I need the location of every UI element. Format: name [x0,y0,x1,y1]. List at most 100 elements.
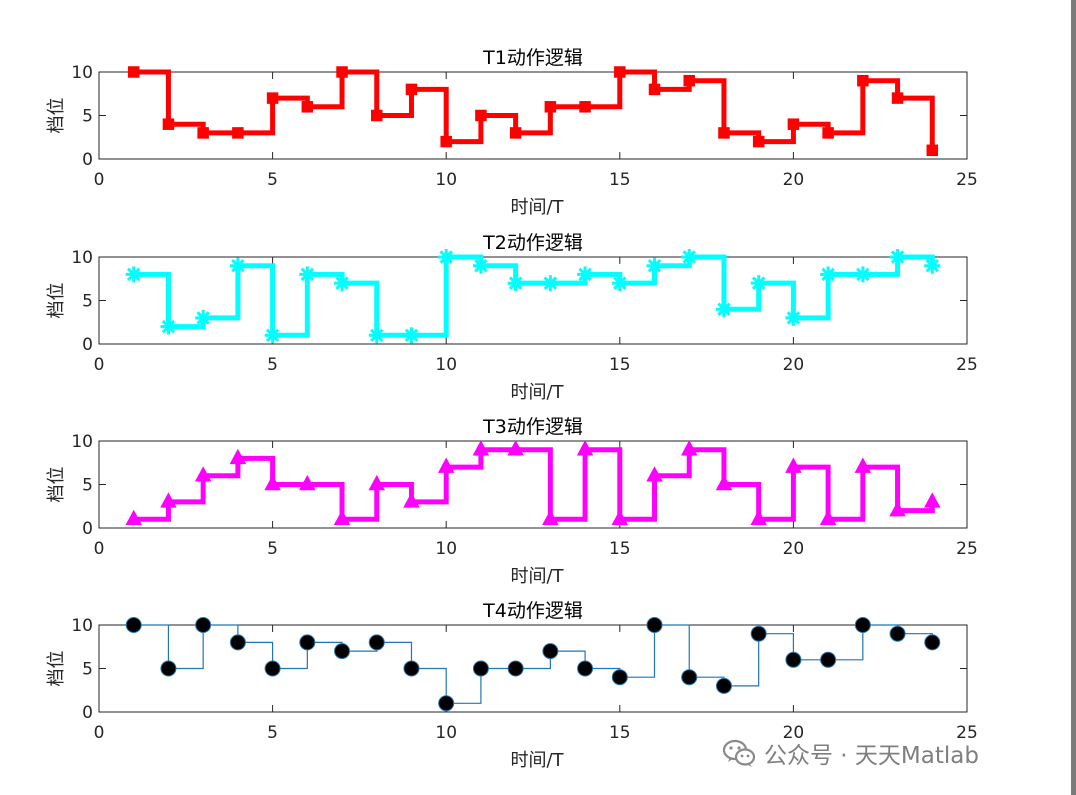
x-tick-label: 10 [435,355,457,375]
data-point [820,651,837,668]
data-point-stroke [370,328,384,343]
data-point [715,474,733,491]
data-point-stroke [404,328,419,343]
data-point-stroke [821,267,835,282]
data-point [681,249,698,265]
data-point [368,634,385,651]
data-point [301,101,314,113]
data-point [197,127,209,139]
data-point [403,660,420,677]
data-point [680,440,698,456]
data-point [820,266,837,283]
data-point [646,257,663,274]
plot-area [98,440,968,529]
data-point [891,92,904,104]
chart-title: T4动作逻辑 [482,600,583,622]
x-axis-label: 时间/T [510,197,564,218]
data-point [299,474,316,491]
data-point [229,448,247,465]
window-edge [1071,0,1076,795]
data-point [854,266,871,283]
data-point [924,634,941,651]
x-tick-label: 10 [435,539,457,559]
x-tick-label: 20 [783,539,805,559]
data-point [194,466,212,482]
data-point [646,617,663,633]
data-point [507,440,524,456]
data-point [195,309,212,326]
y-tick-label: 10 [71,616,93,636]
data-point [437,457,455,473]
x-tick-label: 10 [435,170,457,190]
x-tick-label: 5 [267,170,278,190]
data-point [542,275,559,292]
y-tick-label: 5 [82,660,93,680]
data-point [542,509,559,526]
data-point [889,249,906,265]
data-point [926,144,939,157]
data-point [507,275,524,292]
data-point-stroke [717,302,731,316]
data-point [333,509,351,526]
data-point [819,509,837,526]
data-point [232,127,244,139]
data-point [544,101,557,113]
y-axis-label: 档位 [46,283,67,319]
x-tick-label: 0 [94,170,105,190]
data-point [334,275,351,292]
y-tick-label: 10 [71,432,93,452]
data-point [648,83,661,96]
data-point [681,669,698,686]
data-point [403,327,420,344]
data-point [785,309,802,326]
data-point-stroke [682,250,696,264]
data-point [229,634,246,651]
data-point [854,617,871,633]
data-point-stroke [474,258,488,273]
data-point-stroke [300,267,315,282]
x-tick-label: 20 [783,355,805,375]
data-point [368,474,386,491]
y-tick-label: 5 [82,292,93,312]
data-point-stroke [196,311,210,325]
data-point-stroke [127,267,141,282]
data-point-stroke [786,311,801,325]
data-point [646,466,663,482]
data-point [889,625,906,642]
data-point [611,669,628,686]
data-point-stroke [647,258,662,273]
data-point [715,677,732,694]
x-tick-label: 25 [956,170,978,190]
data-point [472,257,489,274]
plot-area [98,71,968,160]
data-point-stroke [335,276,349,290]
data-point [750,509,767,526]
data-point [125,617,142,633]
y-tick-label: 0 [82,335,93,355]
data-point-stroke [751,276,766,290]
data-point [195,617,212,633]
data-point [857,74,869,87]
x-axis-label: 时间/T [510,566,564,587]
x-tick-label: 20 [783,170,805,190]
x-tick-label: 0 [94,539,105,559]
data-point [440,135,452,148]
series-line [133,69,935,151]
x-tick-label: 10 [435,723,457,743]
wechat-icon [722,739,756,767]
y-tick-label: 0 [82,150,93,170]
data-point-stroke [231,258,245,273]
y-tick-label: 0 [82,703,93,723]
data-point [924,257,941,274]
watermark: 公众号 · 天天Matlab [722,733,979,773]
y-tick-label: 5 [82,476,93,496]
x-tick-label: 5 [267,539,278,559]
y-axis-label: 档位 [46,467,67,503]
x-tick-label: 25 [956,355,978,375]
data-point-stroke [161,319,176,334]
data-point [371,109,383,122]
data-point [160,660,177,677]
data-point [472,440,490,456]
data-point [822,127,834,139]
